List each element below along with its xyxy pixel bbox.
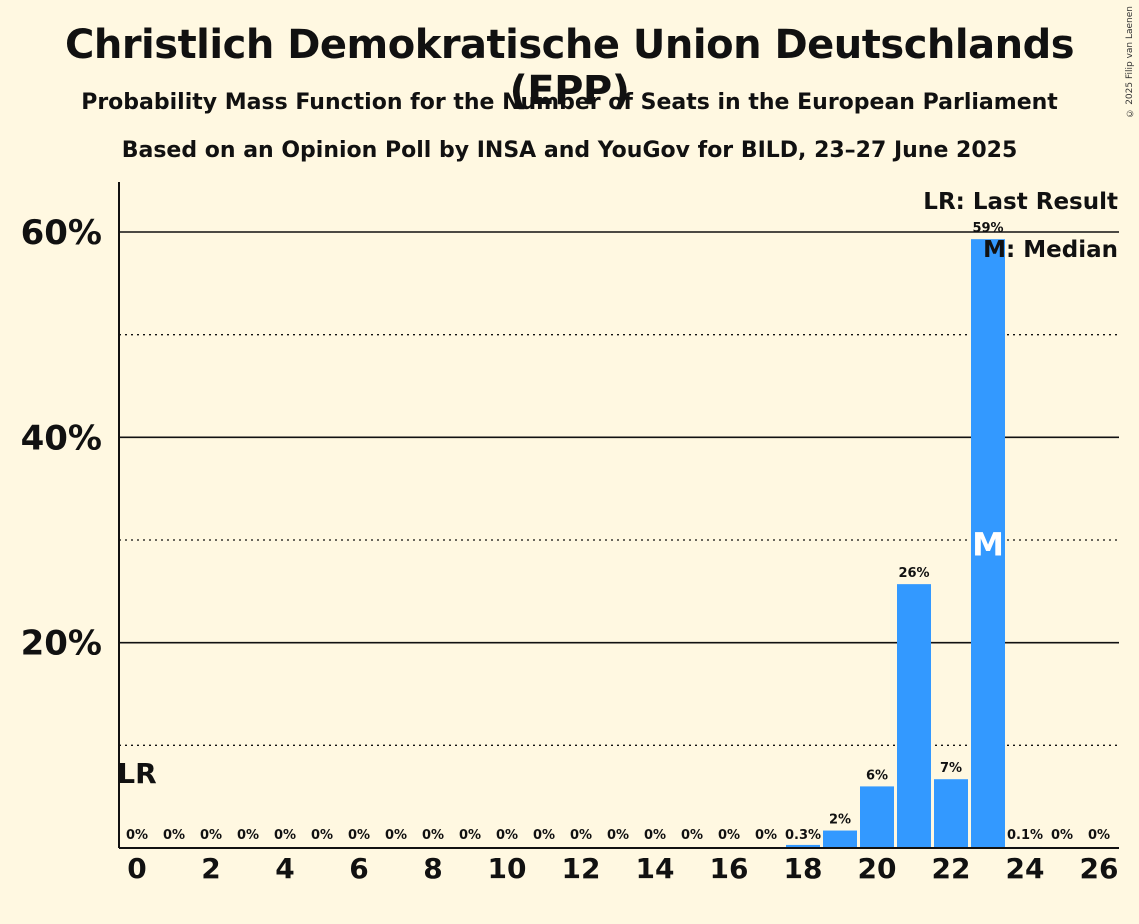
bar-value-label: 59% [972, 221, 1003, 236]
bar [786, 844, 820, 848]
last-result-marker: LR [117, 757, 156, 790]
legend-last-result: LR: Last Result [923, 189, 1118, 215]
x-tick-label: 4 [275, 852, 294, 885]
y-tick-label: 40% [21, 418, 102, 458]
chart-source: Based on an Opinion Poll by INSA and You… [121, 138, 1018, 163]
x-tick-label: 18 [784, 852, 823, 885]
bar [823, 830, 857, 848]
bar-value-label: 0% [163, 828, 185, 843]
bar-value-label: 0% [311, 828, 333, 843]
bar-value-label: 0% [718, 828, 740, 843]
bar [897, 584, 931, 848]
chart-title: Christlich Demokratische Union Deutschla… [64, 22, 1075, 114]
bar-value-label: 0% [237, 828, 259, 843]
bar-value-label: 7% [940, 761, 962, 776]
median-marker: M [972, 526, 1004, 564]
x-tick-label: 12 [562, 852, 601, 885]
bar-value-label: 0% [644, 828, 666, 843]
bar-value-label: 0% [496, 828, 518, 843]
x-tick-label: 10 [488, 852, 527, 885]
bar-value-label: 0% [126, 828, 148, 843]
bar-value-label: 0% [459, 828, 481, 843]
bar-value-label: 0% [570, 828, 592, 843]
y-tick-label: 20% [21, 624, 102, 664]
bar-value-label: 0.1% [1007, 828, 1043, 843]
legend-median: M: Median [983, 237, 1118, 263]
bar [860, 786, 894, 848]
bar-value-label: 0% [385, 828, 407, 843]
x-tick-label: 6 [349, 852, 368, 885]
bar-value-label: 0% [681, 828, 703, 843]
chart-subtitle: Probability Mass Function for the Number… [81, 90, 1058, 115]
x-tick-label: 14 [636, 852, 675, 885]
bar-value-label: 0% [200, 828, 222, 843]
x-tick-label: 20 [858, 852, 897, 885]
x-tick-label: 0 [127, 852, 146, 885]
bar-value-label: 0% [1088, 828, 1110, 843]
bar [971, 239, 1005, 849]
x-tick-label: 26 [1080, 852, 1119, 885]
bar-value-label: 0% [422, 828, 444, 843]
x-tick-label: 24 [1006, 852, 1045, 885]
bar-value-label: 6% [866, 768, 888, 783]
x-tick-label: 8 [423, 852, 442, 885]
bar-value-label: 0% [533, 828, 555, 843]
bar-value-label: 0% [1051, 828, 1073, 843]
bar [934, 779, 968, 848]
bar-value-label: 2% [829, 813, 851, 828]
x-tick-label: 22 [932, 852, 971, 885]
x-tick-label: 2 [201, 852, 220, 885]
bar-value-label: 0% [274, 828, 296, 843]
bar-value-label: 0% [348, 828, 370, 843]
bar-value-label: 26% [898, 566, 929, 581]
bar-value-label: 0.3% [785, 828, 821, 843]
bar-value-label: 0% [755, 828, 777, 843]
y-tick-label: 60% [21, 213, 102, 253]
bar-value-label: 0% [607, 828, 629, 843]
x-tick-label: 16 [710, 852, 749, 885]
